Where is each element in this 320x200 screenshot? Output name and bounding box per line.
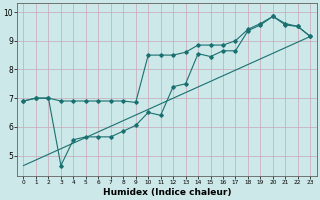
X-axis label: Humidex (Indice chaleur): Humidex (Indice chaleur) [103,188,231,197]
